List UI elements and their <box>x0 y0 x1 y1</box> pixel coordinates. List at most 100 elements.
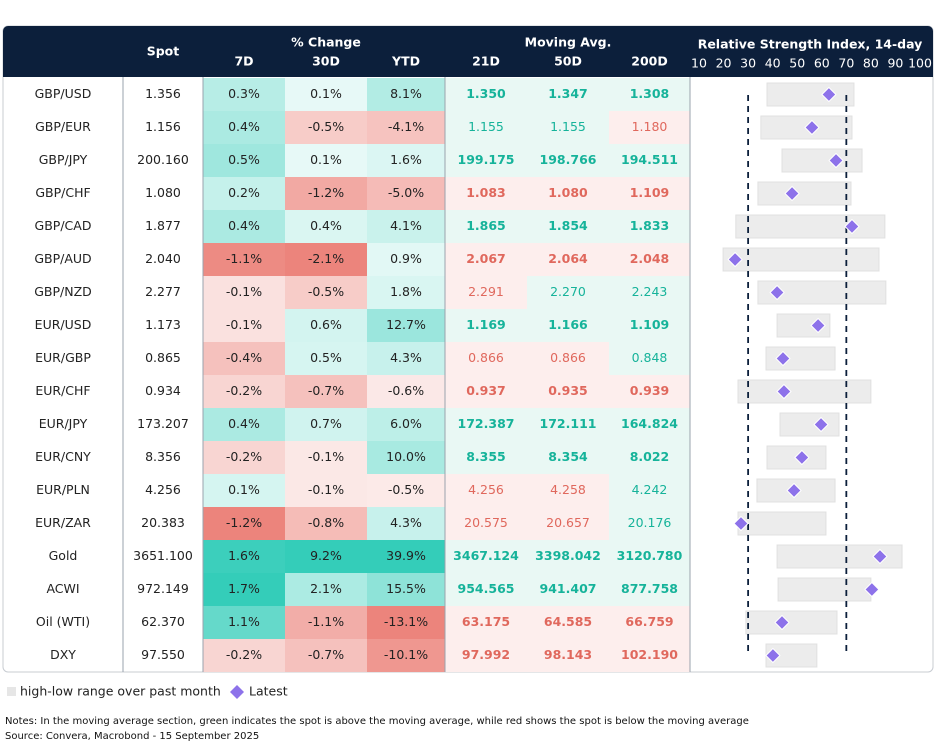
ma-cell <box>609 639 690 672</box>
rsi-range <box>766 82 855 107</box>
ma-cell <box>609 177 690 210</box>
spot-value: 20.383 <box>141 515 185 530</box>
rsi-range <box>745 610 838 635</box>
ma-cell <box>609 111 690 144</box>
ma-value: 1.350 <box>466 86 506 101</box>
change-value: 1.1% <box>228 614 260 629</box>
change-cell <box>203 375 285 408</box>
legend-latest-swatch <box>230 685 244 699</box>
change-value: 0.6% <box>310 317 342 332</box>
change-cell <box>367 243 445 276</box>
change-cell <box>367 144 445 177</box>
column-header: YTD <box>391 54 420 69</box>
rsi-tick-label: 80 <box>863 56 879 71</box>
ma-value: 172.111 <box>540 416 597 431</box>
ma-value: 3467.124 <box>453 548 519 563</box>
ma-cell <box>445 144 527 177</box>
rsi-latest <box>810 317 826 334</box>
ma-cell <box>609 606 690 639</box>
rsi-latest <box>864 581 880 598</box>
spot-value: 0.934 <box>145 383 181 398</box>
rsi-range <box>735 214 886 239</box>
row-label: ACWI <box>46 581 79 596</box>
ma-cell <box>527 111 609 144</box>
change-cell <box>203 111 285 144</box>
change-value: 4.3% <box>390 515 422 530</box>
change-cell <box>367 639 445 672</box>
change-cell <box>203 540 285 573</box>
spot-value: 2.277 <box>145 284 181 299</box>
rsi-tick-label: 70 <box>838 56 854 71</box>
change-value: -0.6% <box>388 383 424 398</box>
ma-value: 0.937 <box>466 383 506 398</box>
change-cell <box>367 540 445 573</box>
ma-value: 1.166 <box>548 317 588 332</box>
change-value: 15.5% <box>386 581 426 596</box>
change-value: -0.1% <box>308 449 344 464</box>
change-cell <box>203 342 285 375</box>
row-label: EUR/CNY <box>35 449 91 464</box>
change-value: 0.2% <box>228 185 260 200</box>
rsi-latest <box>821 86 837 103</box>
rsi-tick-label: 90 <box>887 56 903 71</box>
change-value: 12.7% <box>386 317 426 332</box>
ma-value: 199.175 <box>458 152 515 167</box>
ma-cell <box>445 474 527 507</box>
ma-value: 941.407 <box>540 581 597 596</box>
change-cell <box>203 78 285 111</box>
spot-value: 2.040 <box>145 251 181 266</box>
change-value: -0.4% <box>226 350 262 365</box>
change-value: -1.2% <box>226 515 262 530</box>
change-cell <box>285 276 367 309</box>
change-value: -1.1% <box>308 614 344 629</box>
row-label: EUR/ZAR <box>35 515 91 530</box>
ma-cell <box>609 309 690 342</box>
ma-value: 2.291 <box>468 284 504 299</box>
ma-cell <box>609 276 690 309</box>
change-cell <box>367 309 445 342</box>
note: Notes: In the moving average section, gr… <box>5 716 749 727</box>
ma-value: 1.109 <box>630 185 670 200</box>
rsi-latest <box>776 383 792 400</box>
change-cell <box>203 243 285 276</box>
change-cell <box>203 474 285 507</box>
ma-value: 66.759 <box>625 614 673 629</box>
change-value: 0.4% <box>228 416 260 431</box>
column-header: 200D <box>631 54 667 69</box>
ma-cell <box>527 177 609 210</box>
ma-cell <box>609 342 690 375</box>
ma-value: 0.848 <box>632 350 668 365</box>
change-cell <box>285 507 367 540</box>
ma-cell <box>445 540 527 573</box>
spot-value: 200.160 <box>137 152 189 167</box>
ma-value: 20.657 <box>546 515 590 530</box>
change-value: -0.2% <box>226 647 262 662</box>
rsi-tick-label: 30 <box>740 56 756 71</box>
ma-value: 8.022 <box>630 449 670 464</box>
ma-value: 1.169 <box>466 317 506 332</box>
rsi-latest <box>784 185 800 202</box>
ma-cell <box>445 375 527 408</box>
change-cell <box>367 573 445 606</box>
rsi-range <box>781 148 863 173</box>
legend-latest: Latest <box>249 684 288 699</box>
change-cell <box>367 375 445 408</box>
change-cell <box>203 573 285 606</box>
ma-value: 63.175 <box>462 614 510 629</box>
rsi-latest <box>765 647 781 664</box>
ma-cell <box>609 78 690 111</box>
row-label: GBP/CHF <box>35 185 90 200</box>
change-value: -0.5% <box>308 119 344 134</box>
ma-cell <box>445 573 527 606</box>
column-header: 21D <box>472 54 500 69</box>
change-value: -1.1% <box>226 251 262 266</box>
ma-value: 20.176 <box>628 515 672 530</box>
change-cell <box>285 375 367 408</box>
change-cell <box>285 210 367 243</box>
ma-cell <box>527 441 609 474</box>
rsi-latest <box>727 251 743 268</box>
column-header: 30D <box>312 54 340 69</box>
ma-cell <box>445 441 527 474</box>
change-cell <box>203 276 285 309</box>
